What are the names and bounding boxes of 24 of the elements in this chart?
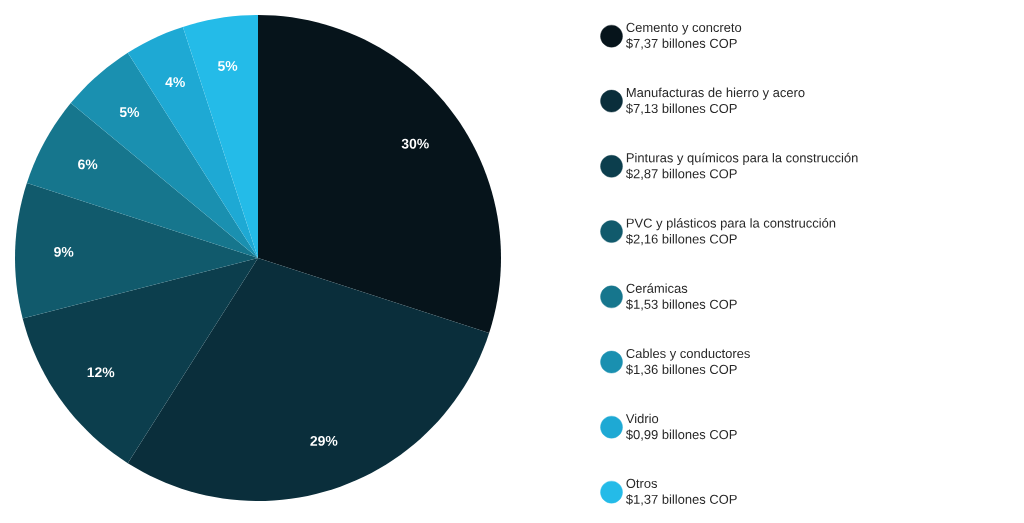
legend-label: Otros [626, 478, 658, 488]
legend-label: PVC y plásticos para la construcción [626, 218, 836, 231]
data-label: 5% [119, 107, 140, 118]
text: $2,87 billones COP [625, 168, 737, 180]
legend-label: Manufacturas de hierro y acero [626, 87, 805, 100]
data-label: 12% [87, 367, 115, 378]
data-label: 9% [54, 246, 74, 257]
legend-label: Cerámicas [626, 283, 688, 293]
data-label: 4% [165, 77, 185, 87]
text: $1,37 billones COP [625, 494, 737, 506]
text: $1,36 billones COP [625, 364, 737, 376]
legend-label: Cables y conductores [626, 348, 750, 361]
text: $2,16 billones COP [625, 233, 737, 246]
legend-label: Vidrio [625, 413, 659, 424]
data-label: 6% [78, 159, 98, 170]
text: $1,53 billones COP [625, 299, 737, 311]
legend-label: Cemento y concreto [626, 22, 742, 35]
legend-label: Pinturas y químicos para la construcción [626, 152, 858, 165]
text: $7,13 billones COP [625, 103, 737, 115]
text: $0,99 billones COP [625, 429, 737, 441]
data-label: 5% [217, 61, 238, 71]
data-label: 30% [401, 138, 429, 149]
text: $7,37 billones COP [625, 38, 737, 50]
data-label: 29% [310, 435, 338, 446]
